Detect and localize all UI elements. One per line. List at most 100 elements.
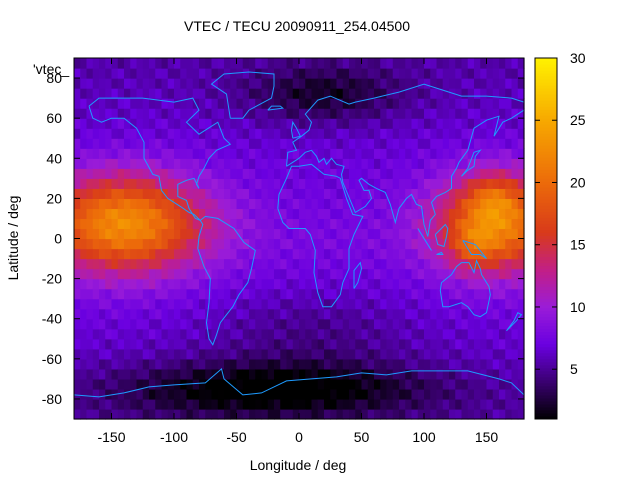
heatmap-cell — [167, 258, 175, 270]
heatmap-cell — [255, 78, 263, 89]
heatmap-cell — [342, 178, 350, 189]
heatmap-cell — [230, 378, 238, 390]
heatmap-cell — [511, 278, 519, 290]
heatmap-cell — [99, 228, 106, 240]
heatmap-cell — [361, 178, 369, 189]
heatmap-cell — [342, 348, 350, 360]
heatmap-cell — [80, 188, 88, 199]
heatmap-cell — [217, 208, 225, 220]
heatmap-cell — [124, 318, 131, 330]
heatmap-cell — [374, 128, 381, 139]
heatmap-cell — [311, 108, 319, 119]
heatmap-cell — [174, 248, 181, 260]
colorbar-segment — [535, 199, 557, 203]
heatmap-cell — [255, 118, 263, 129]
heatmap-cell — [292, 68, 300, 79]
heatmap-cell — [317, 128, 325, 139]
heatmap-cell — [392, 358, 400, 370]
coastline — [353, 261, 363, 289]
colorbar-segment — [535, 151, 557, 155]
heatmap-cell — [261, 268, 269, 280]
heatmap-cell — [261, 208, 269, 220]
heatmap-cell — [155, 118, 163, 129]
heatmap-cell — [455, 98, 463, 109]
heatmap-cell — [492, 168, 500, 179]
heatmap-cell — [230, 128, 238, 139]
heatmap-cell — [399, 298, 406, 310]
heatmap-cell — [92, 58, 100, 69]
heatmap-cell — [492, 218, 500, 230]
heatmap-cell — [461, 158, 469, 169]
heatmap-cell — [436, 308, 444, 320]
heatmap-cell — [399, 378, 406, 390]
heatmap-cell — [105, 218, 113, 230]
heatmap-cell — [486, 408, 494, 420]
heatmap-cell — [517, 238, 525, 250]
heatmap-cell — [117, 68, 125, 79]
colorbar-tick-label: 30 — [570, 50, 586, 66]
heatmap-cell — [449, 368, 456, 380]
heatmap-cell — [111, 278, 119, 290]
heatmap-cell — [149, 158, 156, 169]
heatmap-cell — [330, 58, 338, 69]
heatmap-cell — [367, 188, 375, 199]
heatmap-cell — [242, 408, 250, 420]
heatmap-cell — [211, 228, 219, 240]
heatmap-cell — [186, 138, 194, 149]
heatmap-cell — [286, 58, 294, 69]
heatmap-cell — [474, 88, 481, 99]
heatmap-cell — [405, 228, 413, 240]
heatmap-cell — [74, 208, 81, 220]
heatmap-cell — [461, 358, 469, 370]
heatmap-cell — [117, 138, 125, 149]
heatmap-cell — [324, 258, 331, 270]
heatmap-cell — [180, 298, 188, 310]
heatmap-cell — [117, 348, 125, 360]
heatmap-cell — [349, 178, 356, 189]
heatmap-cell — [467, 368, 475, 380]
heatmap-cell — [255, 188, 263, 199]
colorbar-segment — [535, 118, 557, 122]
heatmap-cell — [255, 218, 263, 230]
heatmap-cell — [274, 368, 281, 380]
heatmap-cell — [274, 388, 281, 400]
heatmap-cell — [511, 88, 519, 99]
heatmap-cell — [161, 398, 169, 410]
heatmap-cell — [155, 68, 163, 79]
heatmap-cell — [386, 158, 394, 169]
heatmap-cell — [286, 348, 294, 360]
heatmap-cell — [167, 98, 175, 109]
heatmap-cell — [436, 388, 444, 400]
heatmap-cell — [242, 188, 250, 199]
heatmap-cell — [242, 98, 250, 109]
heatmap-cell — [424, 348, 431, 360]
heatmap-cell — [136, 178, 144, 189]
heatmap-cell — [411, 318, 419, 330]
heatmap-cell — [305, 388, 313, 400]
heatmap-cell — [449, 338, 456, 350]
heatmap-cell — [361, 188, 369, 199]
heatmap-cell — [411, 238, 419, 250]
heatmap-cell — [492, 138, 500, 149]
heatmap-cell — [292, 178, 300, 189]
heatmap-cell — [380, 238, 388, 250]
heatmap-cell — [99, 168, 106, 179]
heatmap-cell — [186, 108, 194, 119]
heatmap-cell — [130, 168, 138, 179]
heatmap-cell — [149, 288, 156, 300]
heatmap-cell — [430, 178, 438, 189]
heatmap-cell — [511, 268, 519, 280]
heatmap-cell — [236, 318, 244, 330]
heatmap-cell — [467, 208, 475, 220]
heatmap-cell — [186, 288, 194, 300]
heatmap-cell — [342, 408, 350, 420]
heatmap-cell — [230, 248, 238, 260]
heatmap-cell — [455, 358, 463, 370]
heatmap-cell — [392, 388, 400, 400]
heatmap-cell — [511, 138, 519, 149]
heatmap-cell — [299, 278, 306, 290]
heatmap-cell — [105, 368, 113, 380]
heatmap-cell — [342, 198, 350, 210]
heatmap-cell — [286, 328, 294, 340]
heatmap-cell — [374, 358, 381, 370]
